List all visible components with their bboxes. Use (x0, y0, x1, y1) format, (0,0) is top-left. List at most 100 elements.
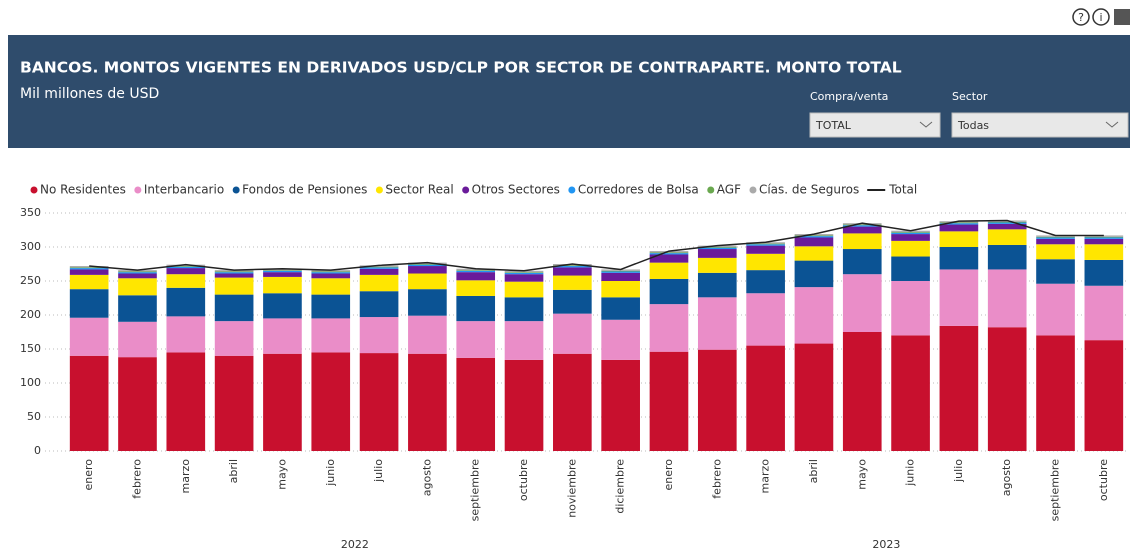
legend-label: Cías. de Seguros (759, 183, 859, 197)
legend-label: Corredores de Bolsa (578, 183, 699, 197)
bar-segment (746, 293, 785, 346)
bar-segment (311, 278, 351, 295)
bar-segment (69, 289, 109, 318)
x-tick-label: septiembre (1049, 459, 1062, 522)
legend-swatch (707, 186, 715, 194)
bar-segment (214, 273, 254, 278)
bar-segment (939, 269, 979, 326)
bar-segment (746, 244, 785, 246)
bar-segment (456, 272, 496, 281)
bar-segment (987, 229, 1027, 245)
bar-segment (987, 327, 1027, 451)
x-tick-label: noviembre (565, 459, 578, 518)
bar-segment (987, 223, 1027, 230)
bar-segment (214, 271, 254, 273)
help-icon[interactable] (1072, 8, 1090, 26)
x-tick-label: mayo (855, 459, 868, 490)
bar-segment (456, 321, 496, 358)
bar-segment (649, 304, 689, 352)
filter-label: Compra/venta (810, 90, 888, 103)
info-icon[interactable] (1092, 8, 1110, 26)
bar-segment (118, 272, 157, 274)
bar-segment (408, 266, 447, 274)
bar-segment (697, 297, 737, 350)
bar-segment (214, 321, 254, 356)
x-tick-label: junio (904, 459, 917, 487)
legend-label: Sector Real (385, 183, 453, 197)
bar-segment (794, 237, 834, 247)
bar-segment (408, 315, 447, 354)
bar-segment (504, 297, 544, 322)
bar-segment (456, 270, 496, 273)
bar-segment (553, 289, 592, 314)
x-tick-label: septiembre (469, 459, 482, 522)
title: BANCOS. MONTOS VIGENTES EN DERIVADOS USD… (20, 59, 902, 77)
bar-segment (553, 275, 592, 290)
bar-segment (697, 249, 737, 258)
bar-segment (842, 233, 882, 250)
dropdown[interactable] (809, 112, 941, 138)
bar-segment (842, 226, 882, 234)
bar-segment (746, 253, 785, 271)
bar-segment (697, 349, 737, 451)
dropdown[interactable] (951, 112, 1129, 138)
bar-segment (794, 260, 834, 288)
bar-segment (69, 355, 109, 451)
bar-segment (939, 247, 979, 270)
bar-segment (1036, 238, 1075, 245)
bar-segment (263, 293, 302, 319)
bar-segment (987, 244, 1027, 270)
y-tick-label: 200 (20, 308, 41, 321)
legend-swatch (462, 186, 470, 194)
menu-icon[interactable] (1114, 9, 1130, 25)
info-glyph: i (1099, 11, 1102, 24)
bar-segment (69, 274, 109, 290)
x-tick-label: octubre (517, 459, 530, 501)
x-tick-label: febrero (130, 459, 143, 499)
y-tick-label: 250 (20, 274, 41, 287)
x-tick-label: junio (324, 459, 337, 487)
bar-segment (166, 352, 206, 451)
bar-segment (504, 274, 544, 282)
legend-swatch (568, 186, 576, 194)
bar-segment (359, 353, 399, 451)
legend-label: No Residentes (40, 183, 126, 197)
bar-segment (939, 222, 979, 224)
bar-segment (697, 247, 737, 250)
bar-segment (939, 223, 979, 225)
header-panel (8, 35, 1130, 148)
y-tick-label: 100 (20, 376, 41, 389)
bar-segment (456, 357, 496, 451)
bar-segment (1036, 244, 1075, 260)
dropdown-value: Todas (957, 119, 989, 132)
bar-segment (842, 249, 882, 275)
help-glyph: ? (1078, 11, 1084, 24)
bar-segment (649, 262, 689, 279)
legend-label: Total (888, 183, 917, 197)
bar-segment (649, 278, 689, 305)
bar-segment (601, 359, 640, 451)
bar-segment (1084, 259, 1124, 286)
bar-segment (842, 332, 882, 451)
bar-segment (118, 278, 157, 296)
bar-segment (166, 287, 206, 317)
y-tick-label: 0 (34, 444, 41, 457)
legend-swatch (749, 186, 757, 194)
bar-segment (1084, 244, 1124, 260)
bar-segment (891, 232, 930, 235)
bar-segment (408, 273, 447, 290)
bar-segment (1084, 340, 1124, 451)
chevron (919, 121, 933, 128)
bar-segment (1036, 236, 1075, 238)
bar-segment (649, 254, 689, 263)
x-tick-label: abril (227, 459, 240, 483)
bar-segment (69, 269, 109, 275)
bar-segment (311, 318, 351, 353)
bar-segment (794, 287, 834, 344)
bar-segment (1036, 237, 1075, 239)
bar-segment (601, 272, 640, 281)
bar-segment (697, 247, 737, 248)
x-tick-label: enero (82, 459, 95, 491)
